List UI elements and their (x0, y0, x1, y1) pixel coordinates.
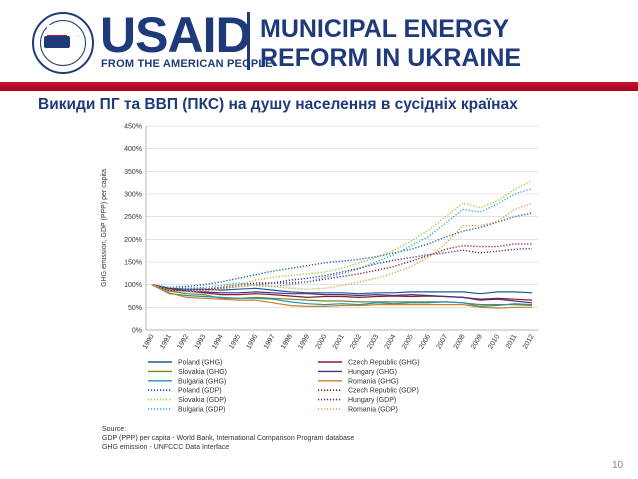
x-tick-label: 2000 (315, 333, 329, 350)
x-tick-label: 2006 (418, 333, 432, 350)
x-tick-label: 2001 (332, 333, 346, 350)
source-line: GHG emission - UNFCCC Data Interface (102, 444, 229, 451)
legend-label: Hungary (GHG) (348, 369, 397, 376)
y-tick-label: 200% (124, 237, 142, 244)
y-tick-label: 250% (124, 214, 142, 221)
legend-label: Czech Republic (GHG) (348, 360, 420, 367)
series-line-slovakia-gdp (151, 179, 533, 292)
y-tick-label: 400% (124, 146, 142, 153)
source-line: GDP (PPP) per capita - World Bank, Inter… (102, 435, 354, 442)
series-line-bulgaria-gdp (151, 187, 533, 290)
legend-label: Romania (GDP) (348, 407, 398, 414)
y-tick-label: 150% (124, 260, 142, 267)
x-tick-label: 2010 (487, 333, 501, 350)
series-line-romania-ghg (151, 284, 532, 309)
legend-label: Poland (GDP) (178, 388, 222, 395)
x-tick-label: 1996 (246, 333, 260, 350)
legend-label: Czech Republic (GDP) (348, 388, 419, 395)
series-line-bulgaria-ghg (151, 284, 533, 308)
usaid-logo-text: USAID (100, 7, 252, 63)
x-tick-label: 1992 (176, 333, 190, 350)
seal-handshake-icon (44, 36, 70, 48)
legend-label: Bulgaria (GDP) (178, 407, 225, 414)
y-tick-label: 300% (124, 192, 142, 199)
series-line-poland-ghg (151, 284, 533, 295)
x-tick-label: 1994 (211, 333, 225, 350)
seal-ring (40, 20, 86, 66)
y-tick-label: 450% (124, 124, 142, 131)
x-tick-label: 1995 (228, 333, 242, 350)
header-divider (247, 12, 250, 70)
project-name-line2: REFORM IN UKRAINE (260, 44, 522, 72)
series-line-hungary-ghg (151, 284, 533, 304)
y-tick-label: 50% (128, 305, 142, 312)
page-number: 10 (612, 460, 624, 471)
project-name-line1: MUNICIPAL ENERGY (260, 15, 510, 43)
x-tick-label: 1993 (194, 333, 208, 350)
legend-label: Romania (GHG) (348, 378, 399, 385)
x-tick-label: 2005 (401, 333, 415, 350)
usaid-seal-icon (32, 12, 94, 74)
legend-label: Poland (GHG) (178, 360, 222, 367)
legend-label: Bulgaria (GHG) (178, 378, 226, 385)
x-tick-label: 2011 (505, 333, 519, 350)
y-tick-label: 350% (124, 169, 142, 176)
legend-label: Hungary (GDP) (348, 397, 396, 404)
y-tick-label: 100% (124, 282, 142, 289)
x-tick-label: 1999 (297, 333, 311, 350)
x-tick-label: 2003 (366, 333, 380, 350)
x-tick-label: 2002 (349, 333, 363, 350)
emissions-gdp-chart: GHG emission, GDP (PPP) per capita 0% 50% 1… (101, 124, 538, 451)
source-line: Source: (102, 426, 126, 433)
legend-label: Slovakia (GDP) (178, 397, 226, 404)
x-tick-label: 1990 (142, 333, 156, 350)
legend-label: Slovakia (GHG) (178, 369, 227, 376)
x-tick-label: 2009 (470, 333, 484, 350)
x-tick-label: 2004 (384, 333, 398, 350)
x-tick-label: 1991 (159, 333, 173, 350)
y-tick-label: 0% (132, 328, 142, 335)
project-name: MUNICIPAL ENERGY REFORM IN UKRAINE (260, 15, 521, 73)
header-red-bar (0, 82, 638, 91)
x-tick-label: 2012 (522, 333, 536, 350)
x-tick-label: 1997 (263, 333, 277, 350)
series-line-hungary-gdp (151, 247, 533, 291)
series-line-czech-republic-gdp (151, 243, 532, 291)
slide-header: USAID FROM THE AMERICAN PEOPLE MUNICIPAL… (0, 0, 638, 86)
series-line-poland-gdp (151, 212, 533, 289)
x-tick-label: 1998 (280, 333, 294, 350)
x-tick-label: 2007 (436, 333, 450, 350)
slide-title: Викиди ПГ та ВВП (ПКС) на душу населення… (38, 96, 518, 113)
x-tick-label: 2008 (453, 333, 467, 350)
usaid-logo-subtitle: FROM THE AMERICAN PEOPLE (101, 58, 273, 70)
y-axis-label: GHG emission, GDP (PPP) per capita (101, 169, 108, 287)
